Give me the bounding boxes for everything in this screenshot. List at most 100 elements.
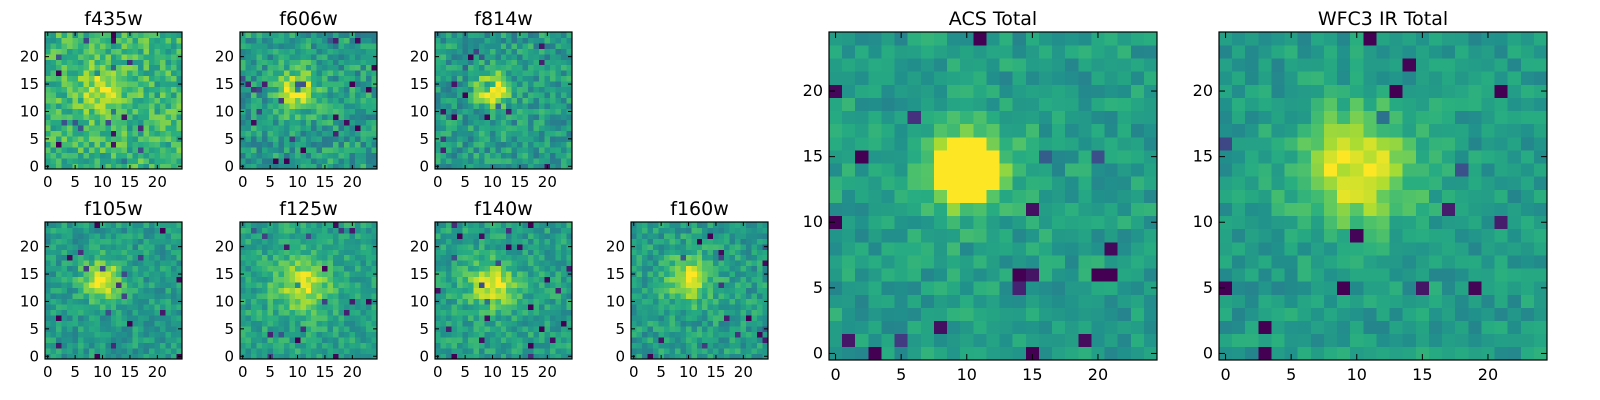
heatmap-cell	[445, 227, 452, 234]
heatmap-cell	[289, 152, 296, 159]
heatmap-cell	[735, 348, 741, 354]
heatmap-cell	[440, 353, 447, 360]
heatmap-cell	[522, 260, 529, 267]
heatmap-cell	[669, 309, 676, 316]
heatmap-cell	[462, 152, 469, 159]
heatmap-cell	[116, 42, 123, 49]
heatmap-cell	[746, 320, 752, 327]
heatmap-cell	[289, 271, 296, 278]
heatmap-cell	[451, 342, 458, 349]
heatmap-cell	[294, 315, 301, 321]
heatmap-cell	[256, 353, 263, 360]
heatmap-cell	[674, 254, 681, 261]
heatmap-cell	[751, 271, 758, 278]
heatmap-cell	[740, 271, 747, 278]
heatmap-cell	[294, 125, 301, 131]
heatmap-cell	[176, 337, 183, 343]
heatmap-cell	[77, 75, 84, 82]
heatmap-cell	[261, 271, 268, 278]
heatmap-cell	[245, 337, 252, 343]
heatmap-cell	[440, 147, 447, 153]
heatmap-cell	[322, 309, 329, 316]
heatmap-cell	[83, 315, 90, 321]
heatmap-cell	[165, 53, 172, 60]
heatmap-cell	[544, 75, 551, 82]
heatmap-cell	[1025, 241, 1040, 256]
heatmap-cell	[305, 337, 312, 343]
heatmap-cell	[702, 326, 709, 332]
heatmap-cell	[495, 249, 502, 256]
heatmap-cell	[305, 309, 312, 316]
heatmap-cell	[160, 103, 166, 110]
heatmap-cell	[121, 243, 128, 250]
x-tick-label: 15	[120, 173, 139, 191]
heatmap-cell	[440, 141, 447, 148]
heatmap-cell	[451, 75, 458, 82]
heatmap-cell	[366, 287, 372, 294]
heatmap-cell	[116, 53, 123, 60]
heatmap-cell	[94, 86, 101, 93]
heatmap-cell	[440, 348, 447, 354]
heatmap-cell	[647, 276, 654, 283]
heatmap-cell	[539, 282, 545, 289]
heatmap-cell	[555, 130, 562, 137]
heatmap-cell	[127, 315, 134, 321]
heatmap-cell	[467, 254, 474, 261]
heatmap-cell	[894, 241, 909, 256]
heatmap-cell	[371, 337, 378, 343]
heatmap-cell	[467, 53, 474, 60]
heatmap-cell	[154, 158, 161, 164]
heatmap-cell	[61, 227, 68, 234]
heatmap-cell	[72, 320, 79, 327]
heatmap-cell	[517, 108, 524, 115]
heatmap-cell	[327, 243, 334, 250]
heatmap-cell	[1117, 320, 1132, 335]
y-tick-label: 15	[215, 75, 234, 93]
heatmap-cell	[149, 75, 155, 82]
heatmap-cell	[544, 37, 551, 44]
heatmap-cell	[528, 119, 534, 126]
heatmap-cell	[149, 92, 155, 99]
heatmap-cell	[105, 130, 112, 137]
y-tick-label: 15	[410, 265, 429, 283]
heatmap-cell	[506, 158, 513, 164]
heatmap-cell	[83, 75, 90, 82]
heatmap-cell	[165, 348, 172, 354]
heatmap-cell	[261, 130, 268, 137]
heatmap-cell	[960, 268, 974, 282]
heatmap-cell	[55, 232, 62, 239]
heatmap-cell	[522, 249, 529, 256]
heatmap-cell	[855, 320, 869, 335]
heatmap-cell	[88, 298, 95, 305]
heatmap-cell	[511, 59, 518, 66]
heatmap-cell	[165, 141, 172, 148]
heatmap-cell	[143, 152, 150, 159]
heatmap-cell	[360, 232, 367, 239]
heatmap-cell	[105, 320, 112, 327]
heatmap-cell	[289, 32, 296, 38]
heatmap-cell	[366, 298, 372, 305]
heatmap-cell	[72, 70, 79, 77]
heatmap-cell	[533, 265, 540, 272]
heatmap-cell	[245, 53, 252, 60]
heatmap-cell	[669, 227, 676, 234]
heatmap-cell	[77, 48, 84, 55]
heatmap-cell	[947, 333, 961, 348]
heatmap-cell	[528, 92, 534, 99]
heatmap-cell	[473, 152, 480, 159]
heatmap-cell	[484, 249, 491, 256]
heatmap-cell	[366, 130, 372, 137]
heatmap-cell	[143, 32, 150, 38]
heatmap-cell	[555, 232, 562, 239]
heatmap-cell	[440, 337, 447, 343]
heatmap-cell	[652, 326, 659, 332]
heatmap-cell	[261, 64, 268, 71]
heatmap-cell	[500, 293, 507, 300]
heatmap-cell	[762, 304, 769, 311]
heatmap-cell	[176, 42, 183, 49]
heatmap-cell	[283, 320, 290, 327]
heatmap-cell	[105, 254, 112, 261]
heatmap-cell	[272, 254, 279, 261]
heatmap-cell	[165, 119, 172, 126]
heatmap-cell	[149, 152, 155, 159]
